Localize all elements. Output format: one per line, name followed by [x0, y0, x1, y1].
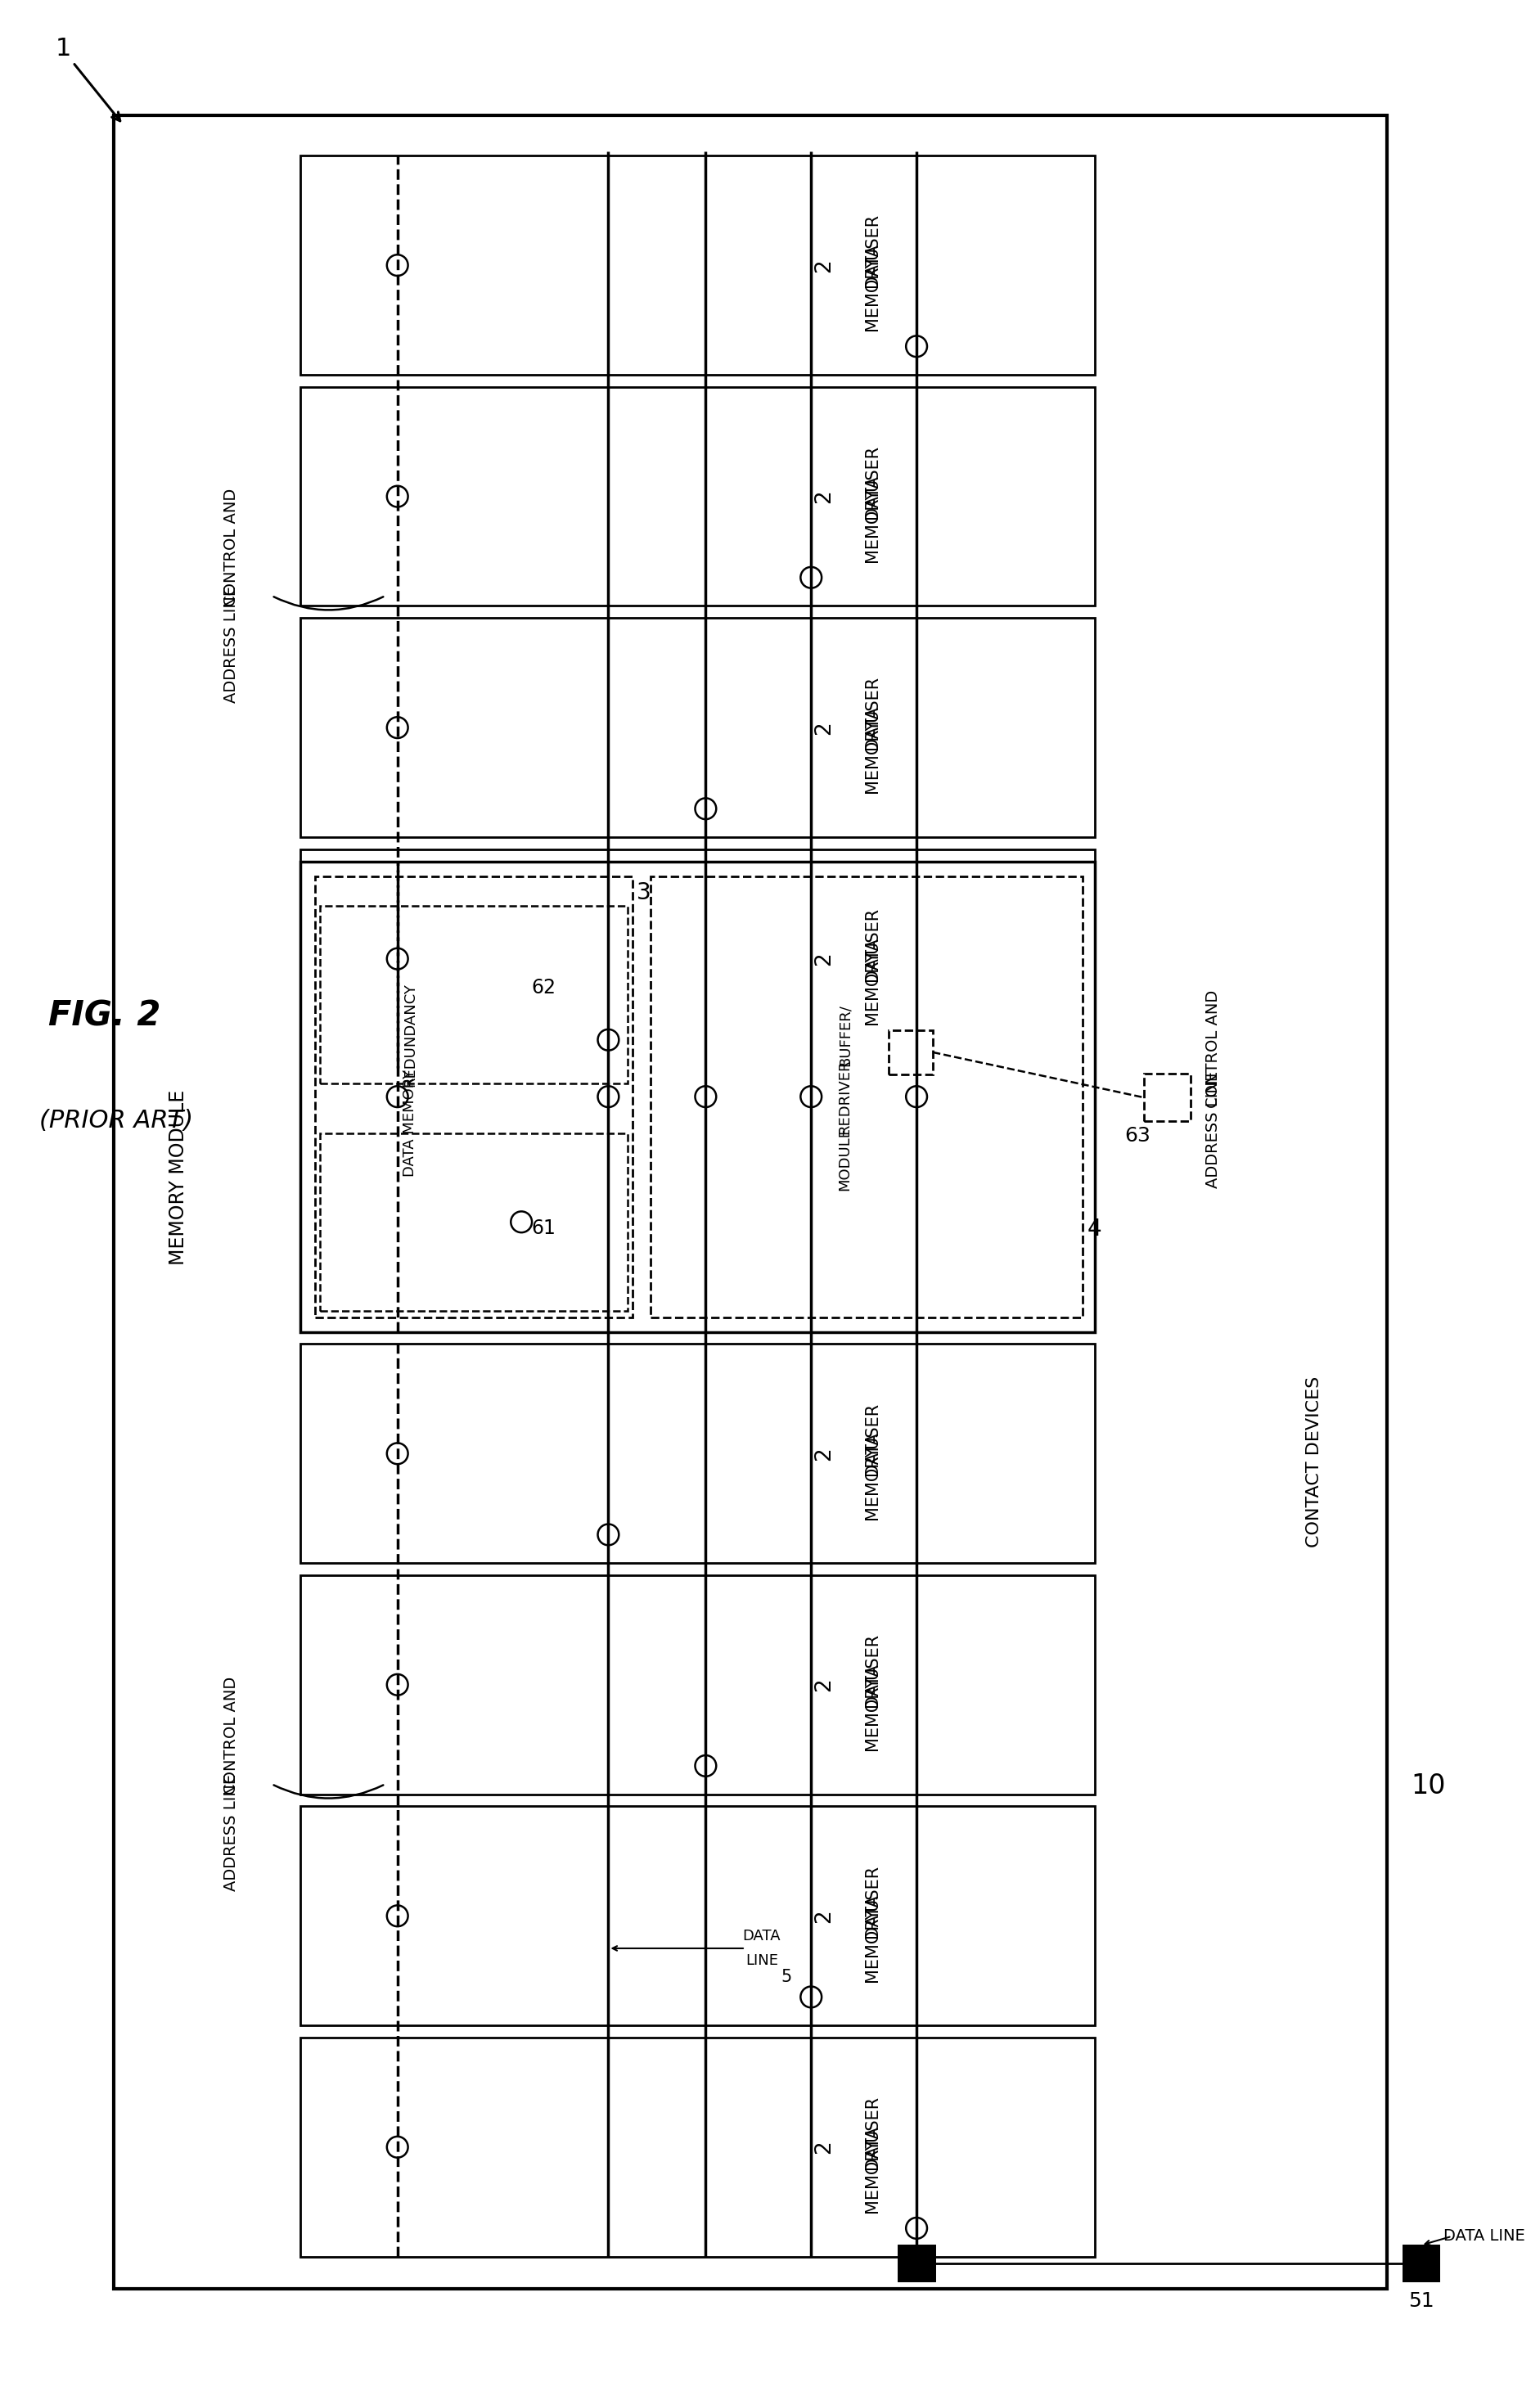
Bar — [320, 907, 628, 1082]
Text: USER: USER — [864, 445, 881, 491]
Text: DATA: DATA — [864, 243, 881, 286]
Text: DATA MEMORY: DATA MEMORY — [403, 1070, 417, 1176]
Bar — [300, 849, 1095, 1068]
Bar — [300, 861, 1095, 1332]
Bar — [300, 2037, 1095, 2256]
Text: 10: 10 — [1411, 1772, 1446, 1799]
Text: USER: USER — [864, 907, 881, 952]
Text: DATA: DATA — [864, 705, 881, 750]
Text: 63: 63 — [1124, 1126, 1150, 1145]
Text: DATA: DATA — [742, 1929, 781, 1943]
Text: USER: USER — [864, 1633, 881, 1679]
Bar — [650, 875, 1083, 1318]
Bar — [300, 1344, 1095, 1563]
Text: MEMORY: MEMORY — [864, 950, 881, 1025]
Text: MEMORY: MEMORY — [864, 488, 881, 563]
Text: DATA: DATA — [864, 474, 881, 519]
Bar — [899, 2246, 935, 2280]
Text: ADDRESS LINE: ADDRESS LINE — [223, 587, 239, 702]
Text: CONTROL AND: CONTROL AND — [223, 1676, 239, 1794]
Bar — [889, 1029, 933, 1075]
Text: USER: USER — [864, 676, 881, 722]
Text: DATA: DATA — [864, 2126, 881, 2169]
Text: 61: 61 — [531, 1219, 556, 1239]
Text: 2: 2 — [813, 257, 835, 272]
Text: USER: USER — [864, 1402, 881, 1448]
Bar — [300, 387, 1095, 606]
Text: 62: 62 — [531, 979, 556, 998]
Text: MEMORY: MEMORY — [864, 257, 881, 332]
Text: CONTACT DEVICES: CONTACT DEVICES — [1306, 1376, 1323, 1546]
Text: 2: 2 — [813, 1679, 835, 1691]
Text: REDRIVER: REDRIVER — [838, 1058, 853, 1135]
Bar — [300, 1575, 1095, 1794]
Text: MEMORY: MEMORY — [864, 1676, 881, 1751]
Text: CONTROL AND: CONTROL AND — [1206, 991, 1221, 1109]
Bar — [320, 1133, 628, 1311]
Text: USER: USER — [864, 1864, 881, 1910]
Text: 1: 1 — [55, 36, 71, 60]
Bar — [300, 618, 1095, 837]
Bar — [1403, 2246, 1438, 2280]
Text: DATA LINE: DATA LINE — [1445, 2229, 1526, 2244]
Text: CONTROL AND: CONTROL AND — [223, 488, 239, 606]
Text: MODULE: MODULE — [838, 1126, 853, 1190]
Text: MEMORY: MEMORY — [864, 719, 881, 794]
Text: REDUNDANCY: REDUNDANCY — [403, 984, 417, 1087]
Text: (PRIOR ART): (PRIOR ART) — [38, 1109, 192, 1133]
Text: 2: 2 — [813, 722, 835, 734]
Text: FIG. 2: FIG. 2 — [49, 998, 162, 1032]
Text: 5: 5 — [781, 1970, 792, 1984]
Text: ADDRESS LINE: ADDRESS LINE — [1206, 1070, 1221, 1188]
Text: MEMORY: MEMORY — [864, 1445, 881, 1520]
Bar — [899, 2246, 935, 2280]
Text: 2: 2 — [813, 1910, 835, 1922]
Text: MEMORY: MEMORY — [864, 2138, 881, 2213]
Text: 2: 2 — [813, 2140, 835, 2155]
Text: MEMORY MODULE: MEMORY MODULE — [168, 1089, 188, 1265]
Text: USER: USER — [864, 2095, 881, 2140]
Text: ADDRESS LINE: ADDRESS LINE — [223, 1775, 239, 1890]
Bar — [314, 875, 633, 1318]
Text: 2: 2 — [813, 952, 835, 967]
Text: BUFFER/: BUFFER/ — [838, 1003, 853, 1065]
Text: 51: 51 — [1408, 2292, 1434, 2311]
Bar — [1144, 1075, 1190, 1121]
Text: LINE: LINE — [745, 1953, 778, 1967]
Text: 4: 4 — [1087, 1217, 1101, 1241]
Text: 2: 2 — [813, 1448, 835, 1460]
Bar — [300, 156, 1095, 375]
Text: MEMORY: MEMORY — [864, 1907, 881, 1982]
Text: USER: USER — [864, 214, 881, 260]
Bar — [1403, 2246, 1438, 2280]
Text: 2: 2 — [813, 491, 835, 503]
Text: DATA: DATA — [864, 938, 881, 981]
Bar — [300, 1806, 1095, 2025]
Text: DATA: DATA — [864, 1662, 881, 1708]
Bar — [114, 115, 1388, 2290]
Text: DATA: DATA — [864, 1431, 881, 1477]
Text: DATA: DATA — [864, 1893, 881, 1938]
Text: 3: 3 — [636, 883, 651, 904]
